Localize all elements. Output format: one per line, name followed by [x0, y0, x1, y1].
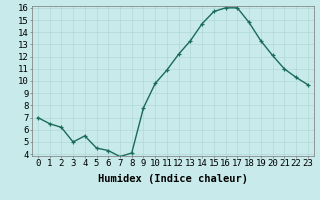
X-axis label: Humidex (Indice chaleur): Humidex (Indice chaleur) [98, 174, 248, 184]
